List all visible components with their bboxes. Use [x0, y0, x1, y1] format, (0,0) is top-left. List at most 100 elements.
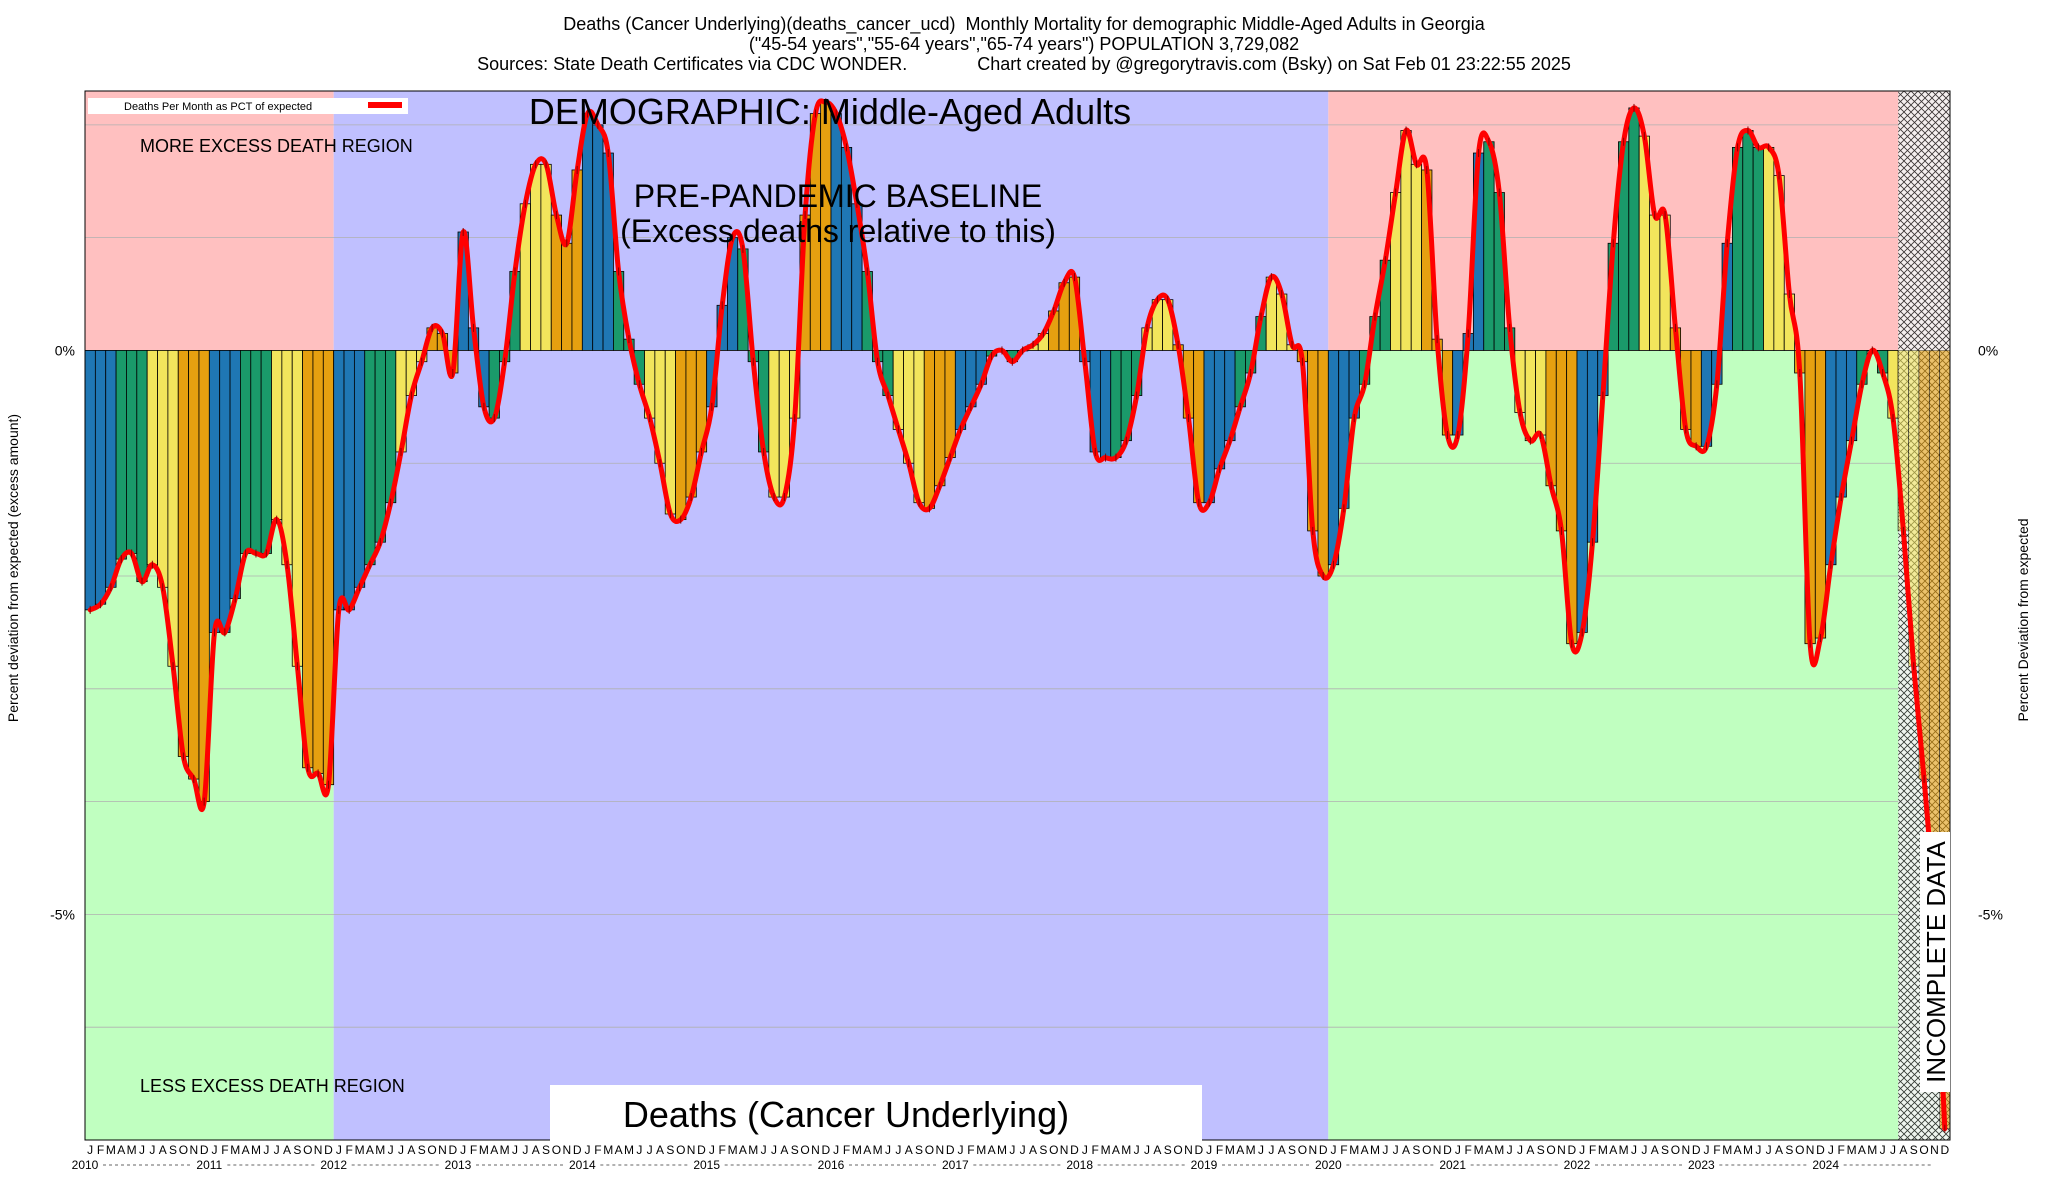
x-tick-month: J: [1020, 1143, 1026, 1157]
x-tick-month: D: [821, 1143, 830, 1157]
x-tick-month: A: [1858, 1143, 1866, 1157]
x-tick-month: M: [1101, 1143, 1111, 1157]
x-tick-month: F: [346, 1143, 353, 1157]
x-tick-month: O: [552, 1143, 561, 1157]
x-tick-month: M: [1619, 1143, 1629, 1157]
x-tick-month: J: [1631, 1143, 1637, 1157]
x-tick-year: 2024: [1812, 1158, 1839, 1172]
chart-bar: [302, 350, 314, 769]
chart-title-line-1: Deaths (Cancer Underlying)(deaths_cancer…: [563, 14, 1485, 34]
chart-bar: [1742, 130, 1754, 351]
chart-bar: [177, 350, 190, 757]
chart-bar: [188, 350, 200, 780]
x-tick-month: N: [1308, 1143, 1317, 1157]
x-tick-month: A: [905, 1143, 913, 1157]
x-tick-year: 2015: [693, 1158, 720, 1172]
x-tick-month: S: [1785, 1143, 1793, 1157]
chart-bar: [94, 350, 107, 605]
x-tick-month: N: [1184, 1143, 1193, 1157]
x-tick-month: J: [1258, 1143, 1264, 1157]
x-tick-month: O: [303, 1143, 312, 1157]
x-tick-month: J: [274, 1143, 280, 1157]
x-tick-month: O: [1546, 1143, 1555, 1157]
x-tick-month: J: [522, 1143, 528, 1157]
x-tick-month: A: [1609, 1143, 1617, 1157]
x-tick-month: J: [212, 1143, 218, 1157]
x-tick-month: J: [1455, 1143, 1461, 1157]
x-tick-year: 2021: [1439, 1158, 1466, 1172]
x-tick-month: D: [573, 1143, 582, 1157]
x-tick-month: D: [1070, 1143, 1079, 1157]
chart-bar: [105, 350, 117, 588]
x-tick-month: A: [1734, 1143, 1742, 1157]
x-tick-month: M: [479, 1143, 489, 1157]
x-tick-month: J: [1766, 1143, 1772, 1157]
x-tick-month: M: [852, 1143, 862, 1157]
trend-line-group: [87, 98, 1948, 1133]
x-tick-month: N: [687, 1143, 696, 1157]
x-tick-month: M: [106, 1143, 116, 1157]
x-tick-year: 2010: [72, 1158, 99, 1172]
x-tick-month: M: [1349, 1143, 1359, 1157]
x-tick-month: J: [1134, 1143, 1140, 1157]
x-tick-month: N: [1806, 1143, 1815, 1157]
x-tick-month: F: [1092, 1143, 1099, 1157]
x-tick-month: D: [1816, 1143, 1825, 1157]
x-tick-month: S: [1288, 1143, 1296, 1157]
x-tick-month: M: [1370, 1143, 1380, 1157]
x-tick-month: O: [1795, 1143, 1804, 1157]
x-tick-month: D: [697, 1143, 706, 1157]
x-tick-month: S: [666, 1143, 674, 1157]
chart-bar: [923, 350, 936, 509]
x-tick-month: S: [418, 1143, 426, 1157]
x-tick-month: A: [117, 1143, 125, 1157]
x-tick-month: O: [1671, 1143, 1680, 1157]
x-tick-month: O: [800, 1143, 809, 1157]
x-tick-month: M: [603, 1143, 613, 1157]
chart-bar: [1535, 350, 1547, 436]
x-tick-month: N: [1557, 1143, 1566, 1157]
x-tick-month: A: [1112, 1143, 1120, 1157]
chart-bar: [84, 350, 96, 611]
chart-bar: [1327, 350, 1340, 566]
incomplete-data-label-text: INCOMPLETE DATA: [1921, 840, 1951, 1082]
x-tick-month: S: [1661, 1143, 1669, 1157]
chart-bar: [1763, 146, 1775, 351]
x-tick-month: D: [1567, 1143, 1576, 1157]
x-tick-month: O: [1049, 1143, 1058, 1157]
x-tick-month: J: [87, 1143, 93, 1157]
chart-bar: [561, 242, 573, 351]
x-tick-month: J: [336, 1143, 342, 1157]
x-tick-month: J: [1206, 1143, 1212, 1157]
x-tick-month: J: [1009, 1143, 1015, 1157]
x-tick-month: F: [594, 1143, 601, 1157]
x-tick-month: J: [1641, 1143, 1647, 1157]
x-tick-month: D: [448, 1143, 457, 1157]
x-tick-month: J: [1704, 1143, 1710, 1157]
x-tick-month: S: [1039, 1143, 1047, 1157]
x-tick-month: J: [761, 1143, 767, 1157]
x-tick-month: A: [780, 1143, 788, 1157]
x-tick-month: J: [1890, 1143, 1896, 1157]
incomplete-data-label-box: [1920, 832, 1950, 1092]
chart-title-line-2: ("45-54 years","55-64 years","65-74 year…: [748, 34, 1300, 54]
x-tick-month: N: [1433, 1143, 1442, 1157]
x-tick-month: S: [915, 1143, 923, 1157]
less-excess-region-label: LESS EXCESS DEATH REGION: [140, 1076, 405, 1096]
x-tick-month: M: [1598, 1143, 1608, 1157]
x-tick-month: N: [562, 1143, 571, 1157]
x-tick-month: S: [791, 1143, 799, 1157]
x-tick-month: J: [1828, 1143, 1834, 1157]
chart-bar: [913, 350, 925, 504]
x-tick-month: M: [728, 1143, 738, 1157]
x-tick-month: S: [1412, 1143, 1420, 1157]
x-tick-month: J: [1517, 1143, 1523, 1157]
chart-bar: [1400, 130, 1412, 351]
y-tick-label-right: 0%: [1978, 342, 1998, 358]
x-tick-month: J: [1880, 1143, 1886, 1157]
x-tick-month: M: [1225, 1143, 1235, 1157]
chart-bar: [126, 350, 138, 554]
x-tick-month: F: [1216, 1143, 1223, 1157]
x-tick-month: M: [1867, 1143, 1877, 1157]
